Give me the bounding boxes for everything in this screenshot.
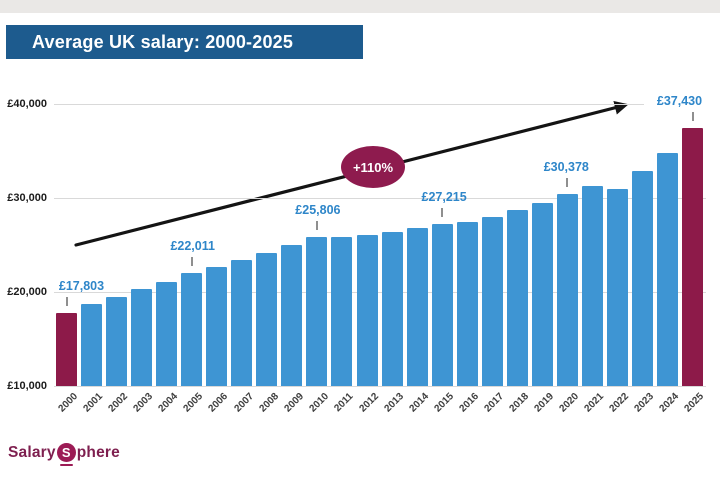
bar-2000	[56, 312, 77, 386]
bar-2006	[206, 266, 228, 386]
bar-2024	[656, 152, 678, 386]
x-axis-label-2016: 2016	[457, 391, 481, 415]
data-label-tick-2020	[566, 178, 569, 188]
bar-2021	[581, 185, 603, 386]
bar-2022	[606, 188, 628, 386]
data-label-2000: £17,803	[58, 278, 105, 293]
growth-label: +110%	[352, 159, 394, 175]
bar-2001	[81, 304, 102, 386]
x-axis-label-2013: 2013	[382, 391, 406, 415]
gridline-10000	[54, 386, 706, 387]
x-axis-label-2007: 2007	[232, 391, 256, 415]
bar-2005	[181, 273, 203, 386]
growth-badge: +110%	[341, 146, 405, 188]
data-label-2010: £25,806	[295, 203, 341, 218]
data-label-2015: £27,215	[421, 190, 467, 205]
bar-2019	[531, 202, 553, 386]
data-label-tick-2005	[190, 257, 193, 267]
data-label-tick-2010	[315, 221, 318, 231]
x-axis-label-2022: 2022	[607, 391, 632, 415]
page-title: Average UK salary: 2000-2025	[32, 31, 294, 52]
data-label-tick-2000	[65, 296, 68, 306]
x-axis-label-2025: 2025	[682, 391, 707, 415]
data-label-tick-2025	[691, 112, 694, 122]
x-axis-label-2018: 2018	[507, 391, 531, 415]
bar-2012	[356, 234, 378, 386]
bar-2002	[106, 297, 128, 386]
bar-2014	[406, 228, 428, 386]
top-strip	[0, 0, 720, 13]
x-axis-label-2014: 2014	[407, 391, 431, 415]
bar-2016	[456, 221, 478, 386]
y-axis-label-20000: £20,000	[7, 286, 47, 298]
x-axis-label-2019: 2019	[532, 391, 556, 415]
bar-2011	[331, 236, 353, 386]
bar-2023	[631, 170, 653, 386]
gridline-40000	[54, 104, 644, 105]
x-axis-label-2009: 2009	[282, 391, 306, 415]
bar-2007	[231, 260, 253, 386]
y-axis-label-30000: £30,000	[7, 192, 47, 204]
title-banner: Average UK salary: 2000-2025	[6, 25, 363, 59]
bar-2018	[506, 210, 528, 386]
bar-2025	[682, 128, 703, 386]
x-axis-label-2017: 2017	[482, 391, 506, 415]
bar-2009	[281, 245, 303, 386]
data-label-2005: £22,011	[170, 239, 215, 254]
brand-logo: Salary S phere	[8, 443, 120, 466]
logo-s-badge: S	[56, 443, 76, 466]
logo-prefix: Salary	[8, 443, 56, 461]
y-axis-label-40000: £40,000	[7, 98, 47, 110]
x-axis-label-2015: 2015	[432, 391, 456, 415]
x-axis-label-2000: 2000	[56, 391, 81, 415]
x-axis-label-2020: 2020	[557, 391, 582, 415]
data-label-2020: £30,378	[543, 160, 589, 175]
x-axis-label-2012: 2012	[357, 391, 381, 415]
x-axis-label-2002: 2002	[106, 391, 131, 415]
bar-2008	[256, 253, 278, 386]
x-axis-label-2008: 2008	[257, 391, 281, 415]
y-axis-label-10000: £10,000	[7, 380, 47, 392]
logo-s-letter: S	[61, 445, 71, 460]
x-axis-label-2011: 2011	[332, 391, 356, 415]
bar-2015	[431, 224, 453, 386]
x-axis-label-2003: 2003	[131, 391, 156, 415]
x-axis-label-2006: 2006	[206, 391, 231, 415]
gridline-30000	[54, 198, 706, 199]
bar-2020	[556, 194, 578, 386]
x-axis-label-2010: 2010	[307, 391, 331, 415]
x-axis-label-2001: 2001	[81, 391, 106, 415]
x-axis-label-2004: 2004	[156, 391, 181, 415]
data-label-tick-2015	[441, 208, 444, 218]
bar-2010	[306, 237, 328, 386]
gridline-20000	[54, 292, 706, 293]
logo-suffix: phere	[76, 443, 120, 461]
x-axis-label-2021: 2021	[582, 391, 607, 415]
x-axis-label-2005: 2005	[181, 391, 206, 415]
bar-2004	[156, 281, 178, 386]
data-label-2025: £37,430	[656, 94, 703, 109]
x-axis-label-2024: 2024	[657, 391, 682, 415]
x-axis-label-2023: 2023	[632, 391, 657, 415]
bar-2017	[481, 216, 503, 386]
bar-2003	[131, 289, 153, 386]
logo-underline	[59, 464, 73, 466]
bar-2013	[381, 231, 403, 386]
